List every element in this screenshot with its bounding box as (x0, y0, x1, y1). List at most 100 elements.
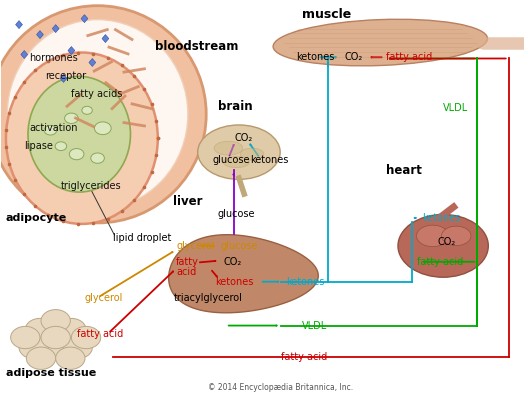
Circle shape (41, 326, 70, 349)
Point (59, 52, 67, 58)
Text: glucose: glucose (213, 155, 250, 165)
Ellipse shape (6, 52, 158, 224)
Text: triglycerides: triglycerides (61, 181, 121, 191)
Text: fatty: fatty (176, 257, 199, 267)
Point (11, 94, 19, 100)
Polygon shape (68, 46, 75, 54)
Text: brain: brain (218, 100, 253, 113)
Circle shape (65, 113, 78, 124)
Point (44, 212, 52, 218)
Ellipse shape (214, 141, 243, 155)
Circle shape (56, 347, 85, 370)
Text: VLDL: VLDL (443, 103, 468, 113)
Circle shape (91, 153, 104, 163)
Circle shape (25, 318, 55, 341)
Text: triacylglycerol: triacylglycerol (173, 293, 243, 303)
Point (148, 169, 156, 175)
Text: heart: heart (385, 164, 422, 177)
Text: acid: acid (176, 267, 196, 277)
Ellipse shape (198, 125, 280, 179)
Point (104, 215, 112, 222)
Point (20, 191, 28, 197)
Text: glycerol: glycerol (85, 293, 123, 303)
Ellipse shape (7, 20, 188, 209)
Point (11, 177, 19, 183)
Text: VLDL: VLDL (302, 320, 327, 330)
Point (89, 220, 98, 226)
Circle shape (55, 142, 67, 150)
Text: ketones: ketones (250, 155, 289, 165)
Point (5, 109, 14, 116)
Point (74, 50, 82, 56)
Point (130, 73, 139, 79)
Polygon shape (60, 74, 67, 82)
Ellipse shape (416, 225, 449, 246)
Text: glucose: glucose (220, 241, 258, 251)
Polygon shape (21, 50, 28, 58)
Point (118, 208, 126, 214)
Text: fatty acid: fatty acid (77, 328, 123, 338)
Ellipse shape (0, 6, 206, 223)
Point (5, 161, 14, 167)
Point (104, 55, 112, 61)
Text: CO₂: CO₂ (235, 133, 253, 143)
Point (2, 126, 10, 133)
Point (59, 218, 67, 224)
Circle shape (94, 122, 111, 135)
Point (44, 58, 52, 64)
Circle shape (10, 326, 40, 349)
Point (74, 221, 82, 227)
Text: adipocyte: adipocyte (6, 213, 67, 223)
Point (140, 184, 149, 190)
Point (2, 144, 10, 150)
Text: © 2014 Encyclopædia Britannica, Inc.: © 2014 Encyclopædia Britannica, Inc. (208, 383, 353, 392)
Text: lipase: lipase (24, 141, 53, 151)
Text: muscle: muscle (302, 8, 351, 21)
Text: fatty acid: fatty acid (417, 257, 463, 267)
Circle shape (69, 148, 84, 160)
Polygon shape (81, 15, 88, 23)
Point (154, 135, 162, 142)
Point (31, 67, 39, 74)
Text: CO₂: CO₂ (438, 237, 456, 247)
Circle shape (26, 347, 56, 370)
Point (31, 203, 39, 209)
Ellipse shape (273, 19, 488, 66)
Point (89, 50, 98, 57)
Point (148, 101, 156, 108)
Point (152, 152, 161, 159)
Circle shape (41, 310, 70, 332)
Text: fatty acids: fatty acids (71, 89, 123, 99)
Text: hormones: hormones (29, 54, 78, 64)
Point (118, 62, 126, 69)
Text: fatty acid: fatty acid (385, 52, 432, 62)
Ellipse shape (223, 156, 249, 168)
Polygon shape (52, 25, 59, 32)
Text: glycerol: glycerol (176, 241, 215, 251)
Circle shape (44, 126, 57, 135)
Text: fatty acid: fatty acid (281, 352, 327, 362)
Circle shape (57, 318, 86, 341)
Text: CO₂: CO₂ (344, 52, 362, 62)
Text: activation: activation (29, 123, 78, 133)
Text: bloodstream: bloodstream (155, 40, 238, 53)
Polygon shape (89, 58, 96, 66)
Text: adipose tissue: adipose tissue (6, 368, 96, 378)
Ellipse shape (28, 76, 131, 192)
Text: CO₂: CO₂ (223, 257, 242, 267)
Text: ketones: ketones (297, 52, 335, 62)
Ellipse shape (240, 148, 264, 160)
Ellipse shape (398, 214, 488, 277)
Circle shape (41, 334, 70, 357)
Ellipse shape (442, 226, 471, 246)
Polygon shape (37, 30, 44, 38)
Circle shape (71, 326, 101, 349)
Circle shape (63, 336, 92, 359)
Text: ketones: ketones (215, 277, 254, 287)
Text: liver: liver (173, 196, 203, 208)
Point (130, 197, 139, 204)
Circle shape (19, 336, 48, 359)
Polygon shape (102, 34, 109, 42)
Text: ketones: ketones (422, 213, 460, 223)
Text: lipid droplet: lipid droplet (113, 233, 172, 243)
